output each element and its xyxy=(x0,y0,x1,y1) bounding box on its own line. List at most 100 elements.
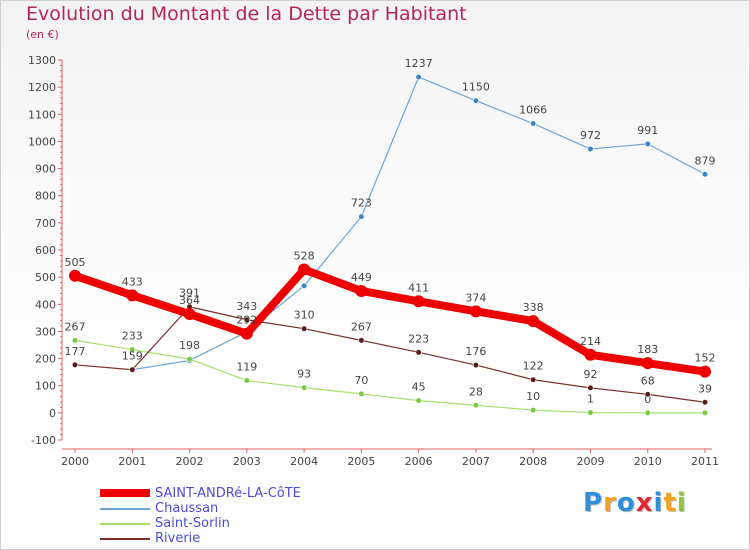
data-label: 93 xyxy=(297,368,311,381)
data-point xyxy=(183,308,196,321)
y-tick-label: 1000 xyxy=(28,135,56,148)
data-label: 528 xyxy=(294,250,315,263)
y-tick-label: 1100 xyxy=(28,108,56,121)
series-line-2 xyxy=(74,339,705,414)
data-label: 310 xyxy=(294,309,315,322)
x-tick-label: 2000 xyxy=(61,455,89,468)
data-point xyxy=(584,348,597,361)
data-label: 92 xyxy=(583,368,597,381)
data-label: 991 xyxy=(637,124,658,137)
data-label: 159 xyxy=(122,350,143,363)
data-point xyxy=(412,295,425,308)
y-tick-label: 600 xyxy=(35,244,56,257)
data-label: 183 xyxy=(637,343,658,356)
x-tick-label: 2008 xyxy=(519,455,547,468)
data-label: 449 xyxy=(351,271,372,284)
data-label: 343 xyxy=(236,300,257,313)
data-label: 1066 xyxy=(519,104,547,117)
y-tick-label: 0 xyxy=(49,407,56,420)
data-label: 338 xyxy=(523,301,544,314)
y-tick-label: 1300 xyxy=(28,54,56,67)
logo-letter: P xyxy=(583,488,604,518)
data-label: 364 xyxy=(179,294,200,307)
x-tick-label: 2002 xyxy=(176,455,204,468)
series-line-0 xyxy=(73,265,706,376)
data-label: 70 xyxy=(354,374,368,387)
data-point xyxy=(126,289,139,302)
data-point xyxy=(469,305,482,318)
data-point xyxy=(300,384,308,391)
data-label: 177 xyxy=(65,345,86,358)
y-tick-label: 500 xyxy=(35,271,56,284)
data-point xyxy=(300,325,308,332)
x-tick-label: 2010 xyxy=(634,455,662,468)
logo-letter: i xyxy=(653,488,664,518)
y-tick-label: 200 xyxy=(35,353,56,366)
data-point xyxy=(527,315,540,328)
data-label: 267 xyxy=(351,320,372,333)
data-point xyxy=(587,145,594,153)
data-point xyxy=(641,357,654,370)
data-label: 176 xyxy=(465,345,486,358)
data-label: 879 xyxy=(695,154,716,167)
data-point xyxy=(358,213,365,220)
data-label: 198 xyxy=(179,339,200,352)
data-label: 1237 xyxy=(405,57,433,70)
y-tick-label: 1200 xyxy=(28,81,56,94)
data-point xyxy=(355,284,368,297)
x-tick-label: 2007 xyxy=(462,455,490,468)
data-point xyxy=(644,391,651,398)
data-point xyxy=(701,399,709,406)
data-point xyxy=(415,349,422,356)
data-point xyxy=(69,269,81,282)
data-point xyxy=(472,97,480,104)
legend-label-saint-andre: SAINT-ANDRé-LA-CôTE xyxy=(155,486,301,501)
legend-swatch-saint-andre xyxy=(100,489,150,497)
data-label: 1 xyxy=(587,393,594,406)
data-label: 45 xyxy=(412,381,426,394)
x-tick-label: 2006 xyxy=(405,455,433,468)
data-point xyxy=(701,171,709,178)
data-label: 39 xyxy=(698,382,712,395)
legend-swatch-saint-sorlin xyxy=(100,523,150,525)
y-tick-label: -100 xyxy=(31,434,56,447)
legend-label-riverie: Riverie xyxy=(155,531,201,546)
data-label: 122 xyxy=(523,360,544,373)
data-label: 0 xyxy=(644,393,651,406)
data-label: 214 xyxy=(580,335,601,348)
logo-letter: t xyxy=(663,488,677,518)
y-tick-label: 300 xyxy=(35,325,56,338)
data-label: 223 xyxy=(408,332,429,345)
x-tick-label: 2001 xyxy=(118,455,146,468)
data-label: 152 xyxy=(695,352,716,365)
logo-letter: i xyxy=(676,488,687,518)
data-point xyxy=(701,409,709,416)
data-label: 267 xyxy=(65,320,86,333)
y-tick-label: 100 xyxy=(35,380,56,393)
data-label: 972 xyxy=(580,129,601,142)
data-point xyxy=(358,337,365,344)
data-point xyxy=(587,409,594,416)
chart-unit-label: (en €) xyxy=(26,28,59,41)
x-tick-label: 2005 xyxy=(347,455,375,468)
data-point xyxy=(472,402,480,409)
data-point xyxy=(243,316,250,323)
data-point xyxy=(415,397,422,404)
y-tick-label: 800 xyxy=(35,190,56,203)
data-label: 119 xyxy=(236,361,257,374)
data-label: 28 xyxy=(469,385,483,398)
data-label: 68 xyxy=(641,374,655,387)
data-label: 1150 xyxy=(462,81,490,94)
data-point xyxy=(530,120,537,127)
data-point xyxy=(186,356,193,363)
y-tick-label: 400 xyxy=(35,298,56,311)
y-tick-label: 700 xyxy=(35,217,56,230)
x-tick-label: 2003 xyxy=(233,455,261,468)
chart-title: Evolution du Montant de la Dette par Hab… xyxy=(26,3,467,25)
data-label: 433 xyxy=(122,275,143,288)
data-point xyxy=(129,346,136,353)
x-tick-label: 2011 xyxy=(691,455,719,468)
legend-label-chaussan: Chaussan xyxy=(155,501,219,516)
